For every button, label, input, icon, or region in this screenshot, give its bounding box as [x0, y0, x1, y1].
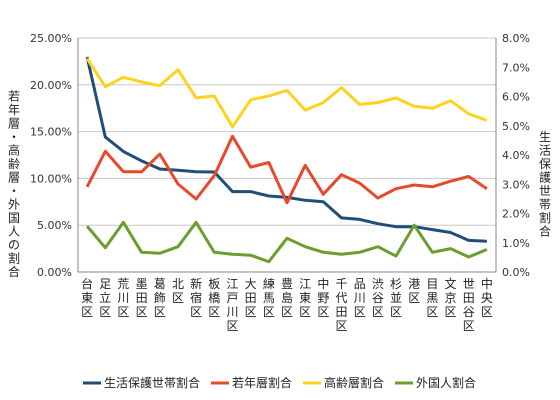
series-line-1 — [85, 134, 488, 205]
category-label: 新宿区 — [190, 276, 202, 319]
category-label: 足立区 — [99, 277, 111, 319]
series-line-2 — [85, 57, 488, 129]
right-tick-label: 7.0% — [502, 61, 530, 74]
category-label: 荒川区 — [117, 277, 129, 319]
category-label: 台東区 — [81, 276, 93, 319]
category-label: 杉並区 — [390, 277, 402, 319]
right-tick-label: 1.0% — [502, 237, 530, 250]
category-label: 江東区 — [299, 277, 311, 319]
category-label: 千代田区 — [336, 277, 348, 333]
right-tick-label: 8.0% — [502, 32, 530, 45]
category-label: 世田谷区 — [463, 277, 475, 333]
category-label: 中央区 — [481, 276, 493, 319]
category-label: 文京区 — [445, 276, 457, 319]
legend-label: 外国人割合 — [416, 375, 476, 390]
category-label: 品川区 — [354, 277, 366, 319]
category-label: 墨田区 — [136, 277, 148, 319]
category-label: 豊島区 — [281, 277, 293, 319]
legend-label: 高齢層割合 — [324, 375, 384, 390]
category-label: 練馬区 — [263, 277, 275, 319]
left-tick-label: 10.00% — [30, 172, 72, 185]
category-label: 葛飾区 — [154, 277, 166, 319]
legend-label: 若年層割合 — [232, 375, 292, 390]
category-label: 渋谷区 — [372, 277, 384, 319]
category-label: 大田区 — [245, 277, 257, 319]
legend-label: 生活保護世帯割合 — [104, 375, 200, 390]
left-tick-label: 0.00% — [37, 266, 72, 279]
category-label: 港区 — [408, 277, 420, 305]
left-tick-label: 5.00% — [37, 219, 72, 232]
category-label: 江戸川区 — [226, 277, 238, 333]
left-tick-label: 25.00% — [30, 32, 72, 45]
category-label: 北区 — [172, 277, 184, 305]
right-tick-label: 3.0% — [502, 178, 530, 191]
right-tick-label: 2.0% — [502, 208, 530, 221]
category-label: 中野区 — [317, 276, 329, 319]
category-label: 目黒区 — [426, 277, 438, 319]
right-axis-title: 生活保護世帯割合 — [539, 130, 551, 239]
left-axis-title: 若年層・高齢層・外国人の割合 — [8, 90, 20, 280]
left-tick-label: 20.00% — [30, 79, 72, 92]
category-label: 板橋区 — [208, 277, 220, 319]
right-tick-label: 6.0% — [502, 91, 530, 104]
right-tick-label: 0.0% — [502, 266, 530, 279]
right-tick-label: 4.0% — [502, 149, 530, 162]
right-tick-label: 5.0% — [502, 120, 530, 133]
left-tick-label: 15.00% — [30, 126, 72, 139]
series-line-3 — [85, 220, 488, 264]
series-line-0 — [85, 56, 487, 243]
